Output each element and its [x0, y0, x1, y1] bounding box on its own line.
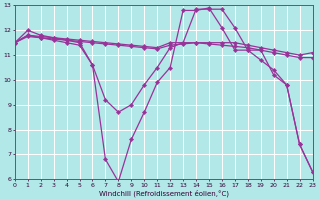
X-axis label: Windchill (Refroidissement éolien,°C): Windchill (Refroidissement éolien,°C) — [99, 189, 229, 197]
